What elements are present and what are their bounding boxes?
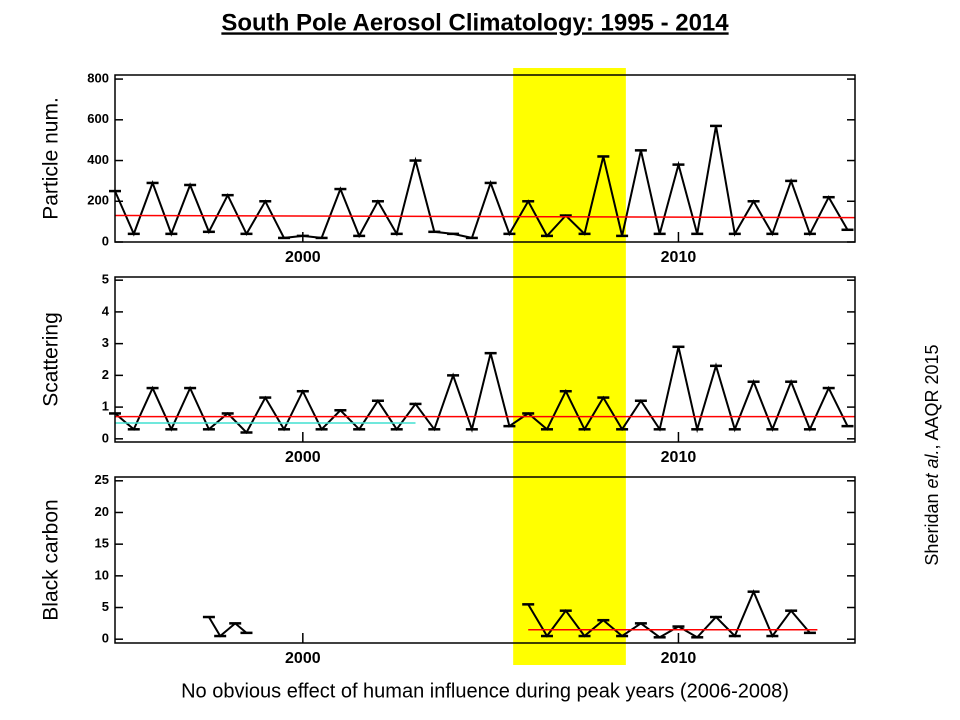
y-tick-label: 200 [87, 193, 109, 208]
data-line [208, 616, 248, 638]
y-tick-label: 20 [95, 504, 109, 519]
y-tick-label: 25 [95, 472, 109, 487]
plot-frame [114, 476, 856, 644]
x-tick-label: 2010 [661, 449, 697, 466]
highlight-band [513, 68, 626, 665]
x-tick-label: 2000 [285, 650, 321, 667]
panel: 0 5 10 15 20 25 2000 2010 Black carbon [40, 472, 856, 667]
plot-frame [114, 74, 856, 243]
data-line [114, 214, 856, 219]
citation-text: , AAQR 2015 [922, 344, 942, 449]
x-tick-label: 2010 [661, 650, 697, 667]
citation-text: Sheridan [922, 489, 942, 566]
y-tick-label: 0 [102, 631, 109, 646]
citation: Sheridan et al., AAQR 2015 [922, 344, 942, 565]
y-tick-label: 10 [95, 567, 109, 582]
data-line [527, 589, 811, 639]
x-tick-label: 2010 [661, 249, 697, 266]
panel: 0 200 400 600 800 2000 2010 Particle num. [40, 71, 856, 266]
y-tick-label: 2 [102, 367, 109, 382]
panel: 0 1 2 3 4 5 2000 2010 Scattering [40, 272, 856, 466]
x-tick-label: 2000 [285, 449, 321, 466]
y-tick-label: 5 [102, 599, 109, 614]
y-tick-label: 15 [95, 536, 109, 551]
y-tick-label: 0 [102, 430, 109, 445]
y-axis-label: Particle num. [40, 97, 63, 220]
data-line [114, 125, 849, 240]
y-tick-label: 0 [102, 233, 109, 248]
caption: No obvious effect of human influence dur… [181, 680, 789, 702]
y-tick-label: 5 [102, 272, 109, 287]
y-tick-label: 600 [87, 111, 109, 126]
x-tick-label: 2000 [285, 249, 321, 266]
data-line [114, 346, 849, 435]
y-tick-label: 800 [87, 71, 109, 86]
y-tick-label: 4 [102, 303, 110, 318]
citation-italic: et al. [922, 449, 942, 488]
y-axis-label: Scattering [40, 312, 63, 407]
slide-title: South Pole Aerosol Climatology: 1995 - 2… [221, 9, 729, 36]
y-tick-label: 400 [87, 152, 109, 167]
y-axis-label: Black carbon [40, 499, 63, 620]
plot-frame [114, 276, 856, 443]
y-tick-label: 1 [102, 399, 109, 414]
y-tick-label: 3 [102, 335, 109, 350]
